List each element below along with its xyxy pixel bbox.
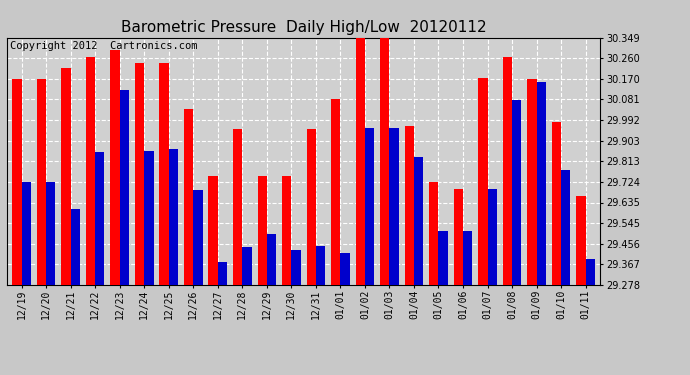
Bar — [21, 182, 31, 285]
Bar — [306, 129, 316, 285]
Bar — [12, 79, 21, 285]
Bar — [86, 57, 95, 285]
Bar — [267, 234, 276, 285]
Bar — [561, 170, 571, 285]
Bar — [586, 259, 595, 285]
Bar — [429, 182, 438, 285]
Bar — [70, 209, 80, 285]
Bar — [159, 63, 169, 285]
Bar — [503, 57, 512, 285]
Bar — [135, 63, 144, 285]
Bar — [37, 79, 46, 285]
Bar — [257, 176, 267, 285]
Bar — [119, 90, 129, 285]
Bar — [389, 128, 399, 285]
Bar — [46, 182, 55, 285]
Bar — [453, 189, 463, 285]
Bar — [488, 189, 497, 285]
Bar — [184, 110, 193, 285]
Bar — [61, 69, 70, 285]
Bar — [438, 231, 448, 285]
Bar — [365, 128, 374, 285]
Bar — [340, 254, 350, 285]
Bar — [233, 129, 242, 285]
Bar — [242, 247, 252, 285]
Bar — [537, 82, 546, 285]
Bar — [552, 122, 561, 285]
Bar — [218, 262, 227, 285]
Bar — [404, 126, 414, 285]
Bar — [282, 176, 291, 285]
Bar — [193, 190, 203, 285]
Bar — [380, 38, 389, 285]
Bar — [576, 196, 586, 285]
Bar — [478, 78, 488, 285]
Bar — [331, 99, 340, 285]
Bar — [414, 158, 423, 285]
Bar — [463, 231, 472, 285]
Bar — [95, 152, 104, 285]
Title: Barometric Pressure  Daily High/Low  20120112: Barometric Pressure Daily High/Low 20120… — [121, 20, 486, 35]
Bar — [355, 38, 365, 285]
Bar — [144, 151, 154, 285]
Text: Copyright 2012  Cartronics.com: Copyright 2012 Cartronics.com — [10, 41, 197, 51]
Bar — [512, 100, 522, 285]
Bar — [169, 148, 178, 285]
Bar — [110, 50, 119, 285]
Bar — [527, 79, 537, 285]
Bar — [291, 251, 301, 285]
Bar — [316, 246, 325, 285]
Bar — [208, 176, 218, 285]
